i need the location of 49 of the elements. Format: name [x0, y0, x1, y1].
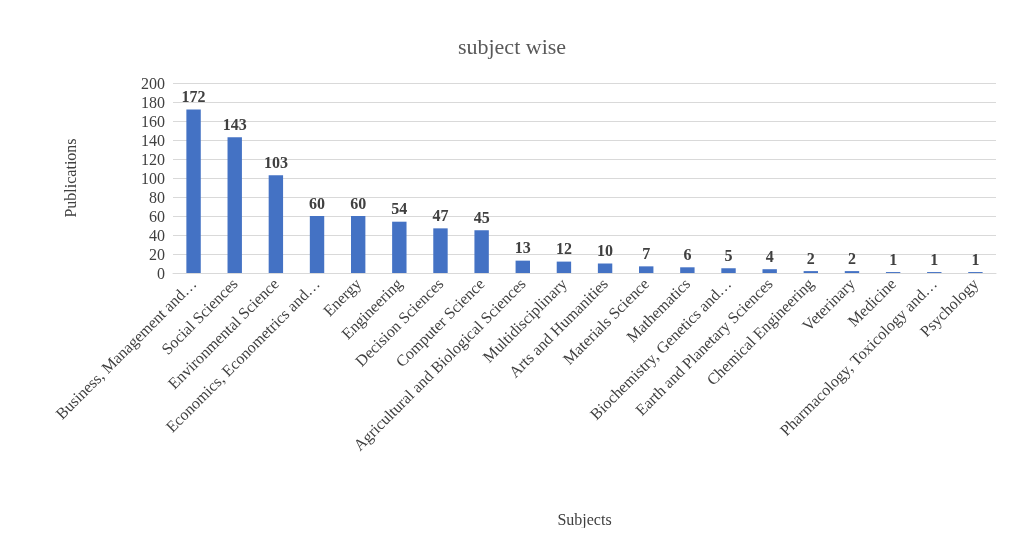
data-label: 2 [806, 249, 815, 267]
bar [392, 221, 407, 273]
bar [433, 228, 448, 273]
y-tick-label: 100 [141, 169, 165, 187]
bar [268, 175, 284, 273]
data-label: 1 [889, 250, 898, 268]
y-tick-label: 60 [149, 207, 165, 225]
bar [721, 268, 736, 273]
data-label: 172 [181, 88, 206, 106]
bar [680, 267, 695, 273]
bar [227, 137, 242, 273]
bar [597, 263, 613, 273]
data-label: 47 [432, 206, 449, 224]
data-label: 12 [555, 240, 572, 258]
y-tick-label: 140 [141, 131, 165, 149]
data-label: 2 [847, 249, 856, 267]
data-label: 60 [350, 194, 367, 212]
data-label: 103 [263, 153, 288, 171]
y-tick-label: 80 [149, 188, 165, 206]
data-label: 54 [391, 200, 408, 218]
y-tick-label: 20 [149, 245, 165, 263]
y-tick-label: 0 [157, 264, 165, 282]
chart-title: subject wise [457, 33, 567, 59]
data-label: 60 [309, 194, 326, 212]
bar [762, 269, 777, 273]
data-label: 45 [473, 208, 490, 226]
data-label: 13 [514, 239, 531, 257]
data-label: 6 [683, 245, 692, 263]
data-label: 1 [971, 250, 980, 268]
bar [515, 260, 530, 273]
y-tick-label: 40 [149, 226, 165, 244]
bar [309, 216, 325, 273]
data-label: 4 [765, 247, 774, 265]
bar [350, 216, 366, 273]
data-label: 7 [642, 244, 651, 262]
data-label: 143 [222, 115, 247, 133]
x-axis-title: Subjects [557, 510, 612, 529]
bar [639, 266, 654, 273]
bar [186, 109, 201, 273]
data-label: 5 [724, 246, 733, 264]
bar [474, 230, 489, 273]
y-tick-label: 180 [141, 93, 165, 111]
data-label: 10 [597, 242, 614, 259]
bar [556, 261, 572, 273]
y-tick-label: 200 [141, 74, 165, 92]
y-tick-label: 160 [141, 112, 165, 130]
y-tick-label: 120 [141, 150, 165, 168]
y-axis-title: Publications [61, 138, 79, 218]
data-label: 1 [930, 250, 939, 268]
